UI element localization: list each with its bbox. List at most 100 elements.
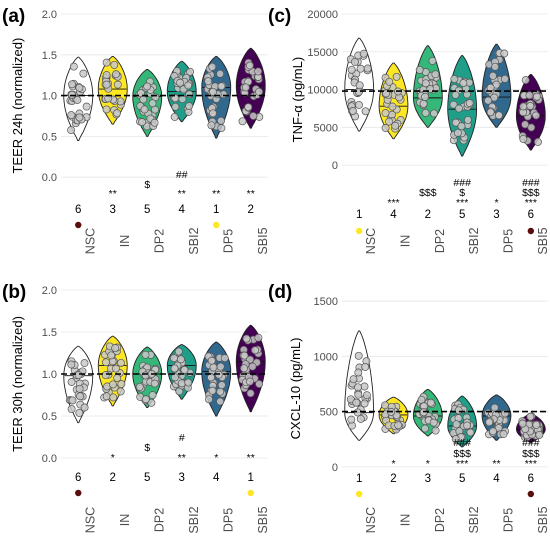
data-point [388, 102, 397, 111]
data-point [360, 399, 369, 408]
significance-star: * [214, 452, 218, 464]
data-point [350, 57, 359, 66]
data-point [216, 387, 225, 396]
x-tick-label: DP2 [433, 229, 447, 253]
significance-star: * [494, 197, 498, 209]
data-point [75, 408, 84, 417]
data-point [68, 396, 77, 405]
data-point [356, 64, 365, 73]
data-point [216, 397, 225, 406]
data-point [141, 395, 150, 404]
data-point [117, 358, 125, 367]
data-point [113, 80, 122, 89]
data-point [415, 65, 424, 74]
data-point [67, 378, 76, 386]
data-point [75, 113, 84, 122]
data-point [499, 430, 508, 439]
x-tick-label: SBI5 [536, 506, 550, 533]
data-point [519, 134, 528, 143]
rank-label: 5 [459, 473, 465, 485]
data-point [354, 368, 363, 377]
rank-label: 4 [179, 204, 186, 216]
data-point [356, 414, 365, 423]
significance-dollar: $ [144, 442, 150, 454]
x-tick-label: NSC [364, 228, 378, 254]
rank-label: 4 [493, 473, 500, 485]
significance-star: ** [178, 188, 186, 200]
data-point [421, 108, 430, 117]
rank-label: 3 [425, 473, 431, 485]
panel-c: (c) TNF-α (pg/mL) 0 5000 10000 15000 20000 ### #… [268, 6, 550, 255]
data-point [419, 99, 428, 108]
data-point [180, 365, 189, 374]
data-point [209, 363, 218, 372]
rank-dot [527, 490, 535, 498]
x-tick-label: IN [399, 514, 413, 527]
x-tick-label: NSC [83, 507, 97, 533]
significance-star: * [391, 458, 395, 470]
data-point [140, 105, 149, 114]
data-point [75, 384, 84, 393]
data-point [177, 379, 186, 388]
rank-label: 6 [75, 472, 81, 484]
significance-star: *** [525, 197, 537, 209]
rank-dot [75, 489, 82, 497]
rank-label: 5 [144, 472, 150, 484]
data-point [449, 100, 458, 109]
x-tick-label: DP5 [502, 508, 516, 532]
data-point [428, 56, 437, 65]
x-tick-label: SBI5 [536, 227, 550, 254]
data-point [204, 77, 213, 86]
significance-dollar: $$$ [419, 187, 437, 199]
data-point [148, 391, 157, 400]
data-point [532, 420, 541, 429]
x-tick-label: DP2 [433, 508, 447, 532]
data-point [521, 76, 530, 85]
data-point [80, 403, 89, 412]
y-tick-label: 10000 [307, 85, 338, 97]
data-point [111, 364, 120, 373]
x-tick-label: IN [118, 235, 132, 248]
data-point [178, 95, 187, 104]
data-point [354, 87, 363, 96]
data-point [361, 107, 370, 116]
y-tick-label: 500 [320, 407, 338, 419]
data-point [147, 398, 156, 407]
data-point [451, 435, 460, 444]
data-point [347, 415, 356, 424]
rank-label: 2 [248, 204, 254, 216]
data-point [207, 356, 216, 365]
data-point [353, 408, 362, 417]
data-point [354, 390, 363, 399]
y-axis-label: TNF-α (pg/mL) [290, 57, 305, 143]
data-point [488, 71, 497, 80]
data-point [450, 75, 459, 83]
data-point [466, 428, 475, 437]
rank-label: 2 [390, 473, 396, 485]
data-point [525, 91, 534, 100]
data-point [535, 430, 544, 439]
rank-label: 1 [356, 209, 362, 221]
data-point [170, 364, 179, 373]
x-tick-label: DP5 [221, 229, 235, 253]
data-point [381, 401, 390, 410]
significance-star: *** [387, 197, 399, 209]
y-tick-label: 1000 [314, 351, 338, 363]
data-point [209, 109, 217, 118]
significance-star: ** [492, 458, 500, 470]
significance-dollar: $$$ [522, 448, 540, 460]
panel-b: (b) TEER 30h (normalized) 0.0 0.5 1.0 1.5 2.0 #… [2, 282, 270, 534]
data-point [150, 118, 159, 127]
data-point [240, 351, 249, 360]
data-point [174, 347, 183, 356]
data-point [452, 420, 461, 429]
y-tick-label: 1.5 [42, 50, 57, 62]
data-point [216, 362, 225, 371]
x-tick-label: NSC [83, 228, 97, 254]
data-point [519, 102, 528, 111]
rank-dot [355, 227, 363, 235]
data-point [349, 375, 358, 384]
y-axis-label: TEER 24h (normalized) [10, 38, 25, 174]
